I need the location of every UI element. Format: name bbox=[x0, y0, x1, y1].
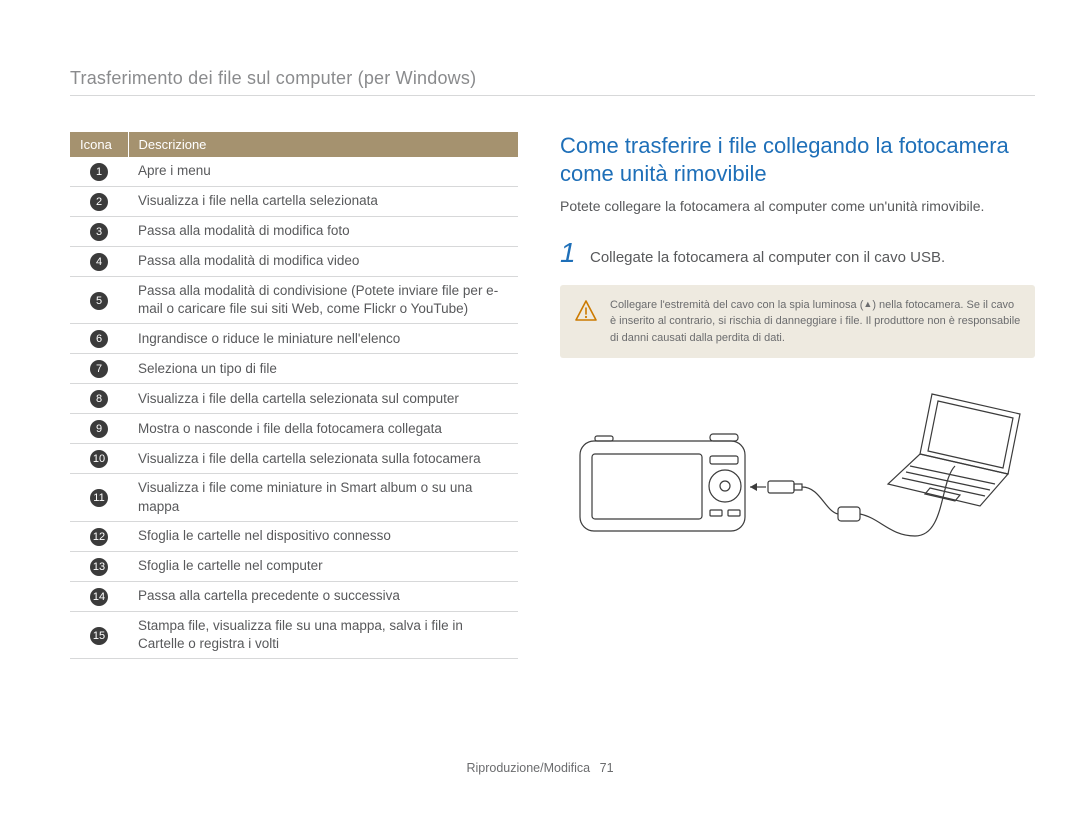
desc-cell: Stampa file, visualizza file su una mapp… bbox=[128, 611, 518, 658]
icon-cell: 4 bbox=[70, 247, 128, 277]
numbered-circle-icon: 14 bbox=[90, 588, 108, 606]
desc-cell: Passa alla modalità di modifica video bbox=[128, 247, 518, 277]
table-row: 13 Sfoglia le cartelle nel computer bbox=[70, 551, 518, 581]
table-row: 15 Stampa file, visualizza file su una ma… bbox=[70, 611, 518, 658]
numbered-circle-icon: 13 bbox=[90, 558, 108, 576]
step-1: 1 Collegate la fotocamera al computer co… bbox=[560, 239, 1035, 267]
col-header-desc: Descrizione bbox=[128, 132, 518, 157]
icon-cell: 12 bbox=[70, 521, 128, 551]
table-row: 7 Seleziona un tipo di file bbox=[70, 354, 518, 384]
table-row: 9 Mostra o nasconde i file della fotocame… bbox=[70, 414, 518, 444]
warning-box: Collegare l'estremità del cavo con la sp… bbox=[560, 285, 1035, 359]
numbered-circle-icon: 15 bbox=[90, 627, 108, 645]
right-column: Come trasferire i file collegando la fot… bbox=[560, 132, 1035, 566]
table-row: 5 Passa alla modalità di condivisione (Po… bbox=[70, 277, 518, 324]
icon-cell: 2 bbox=[70, 187, 128, 217]
icon-cell: 11 bbox=[70, 474, 128, 521]
step-1-number: 1 bbox=[560, 239, 580, 267]
table-row: 14 Passa alla cartella precedente o succe… bbox=[70, 581, 518, 611]
icon-cell: 9 bbox=[70, 414, 128, 444]
desc-cell: Seleziona un tipo di file bbox=[128, 354, 518, 384]
desc-cell: Passa alla modalità di modifica foto bbox=[128, 217, 518, 247]
numbered-circle-icon: 8 bbox=[90, 390, 108, 408]
desc-cell: Visualizza i file come miniature in Smar… bbox=[128, 474, 518, 521]
desc-cell: Visualizza i file della cartella selezio… bbox=[128, 444, 518, 474]
table-row: 10 Visualizza i file della cartella selez… bbox=[70, 444, 518, 474]
table-row: 11 Visualizza i file come miniature in Sm… bbox=[70, 474, 518, 521]
numbered-circle-icon: 7 bbox=[90, 360, 108, 378]
desc-cell: Passa alla modalità di condivisione (Pot… bbox=[128, 277, 518, 324]
numbered-circle-icon: 10 bbox=[90, 450, 108, 468]
icon-cell: 15 bbox=[70, 611, 128, 658]
desc-cell: Apre i menu bbox=[128, 157, 518, 187]
page-title: Trasferimento dei file sul computer (per… bbox=[70, 68, 1035, 96]
numbered-circle-icon: 4 bbox=[90, 253, 108, 271]
numbered-circle-icon: 12 bbox=[90, 528, 108, 546]
footer-section: Riproduzione/Modifica bbox=[466, 761, 590, 775]
icon-cell: 7 bbox=[70, 354, 128, 384]
numbered-circle-icon: 1 bbox=[90, 163, 108, 181]
numbered-circle-icon: 5 bbox=[90, 292, 108, 310]
table-row: 3 Passa alla modalità di modifica foto bbox=[70, 217, 518, 247]
desc-cell: Visualizza i file della cartella selezio… bbox=[128, 384, 518, 414]
step-1-text: Collegate la fotocamera al computer con … bbox=[590, 249, 945, 266]
table-row: 1 Apre i menu bbox=[70, 157, 518, 187]
warning-line1b: ) nella fotocamera. bbox=[872, 299, 963, 311]
desc-cell: Sfoglia le cartelle nel dispositivo conn… bbox=[128, 521, 518, 551]
numbered-circle-icon: 2 bbox=[90, 193, 108, 211]
numbered-circle-icon: 3 bbox=[90, 223, 108, 241]
icon-cell: 3 bbox=[70, 217, 128, 247]
icon-cell: 13 bbox=[70, 551, 128, 581]
icon-cell: 1 bbox=[70, 157, 128, 187]
icon-description-table-container: Icona Descrizione 1 Apre i menu 2 Visualizz… bbox=[70, 132, 518, 659]
icon-cell: 8 bbox=[70, 384, 128, 414]
desc-cell: Passa alla cartella precedente o success… bbox=[128, 581, 518, 611]
numbered-circle-icon: 11 bbox=[90, 489, 108, 507]
icon-cell: 14 bbox=[70, 581, 128, 611]
warning-icon bbox=[574, 299, 598, 328]
icon-cell: 6 bbox=[70, 324, 128, 354]
icon-cell: 10 bbox=[70, 444, 128, 474]
table-row: 8 Visualizza i file della cartella selezi… bbox=[70, 384, 518, 414]
section-intro: Potete collegare la fotocamera al comput… bbox=[560, 197, 1035, 217]
col-header-icon: Icona bbox=[70, 132, 128, 157]
numbered-circle-icon: 9 bbox=[90, 420, 108, 438]
desc-cell: Visualizza i file nella cartella selezio… bbox=[128, 187, 518, 217]
table-row: 4 Passa alla modalità di modifica video bbox=[70, 247, 518, 277]
up-triangle-icon: ▲ bbox=[863, 298, 872, 312]
warning-text: Collegare l'estremità del cavo con la sp… bbox=[610, 297, 1021, 347]
desc-cell: Sfoglia le cartelle nel computer bbox=[128, 551, 518, 581]
desc-cell: Mostra o nasconde i file della fotocamer… bbox=[128, 414, 518, 444]
icon-description-table: Icona Descrizione 1 Apre i menu 2 Visualizz… bbox=[70, 132, 518, 659]
desc-cell: Ingrandisce o riduce le miniature nell'e… bbox=[128, 324, 518, 354]
connection-illustration bbox=[560, 386, 1030, 561]
table-row: 12 Sfoglia le cartelle nel dispositivo co… bbox=[70, 521, 518, 551]
table-row: 2 Visualizza i file nella cartella selezi… bbox=[70, 187, 518, 217]
section-title: Come trasferire i file collegando la fot… bbox=[560, 132, 1035, 187]
footer: Riproduzione/Modifica 71 bbox=[0, 761, 1080, 775]
footer-page-number: 71 bbox=[600, 761, 614, 775]
warning-line1a: Collegare l'estremità del cavo con la sp… bbox=[610, 299, 863, 311]
icon-cell: 5 bbox=[70, 277, 128, 324]
numbered-circle-icon: 6 bbox=[90, 330, 108, 348]
table-row: 6 Ingrandisce o riduce le miniature nell'… bbox=[70, 324, 518, 354]
